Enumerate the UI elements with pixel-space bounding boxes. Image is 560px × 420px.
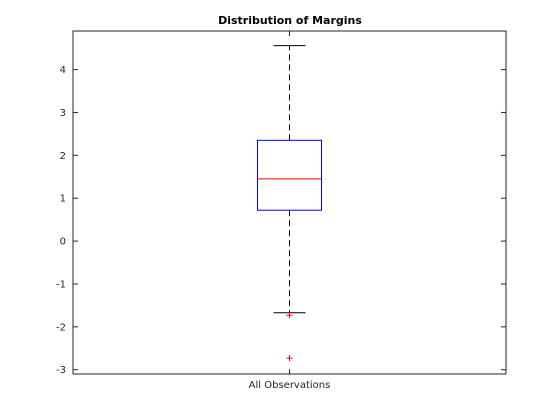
y-tick-label: 1 bbox=[60, 194, 66, 205]
y-tick-label: -1 bbox=[56, 279, 66, 290]
y-axis: -3 -2 -1 0 1 2 3 4 bbox=[56, 65, 506, 376]
box-group bbox=[257, 45, 322, 362]
plot-area-frame bbox=[72, 30, 507, 375]
x-axis: All Observations bbox=[249, 31, 331, 391]
outlier-point bbox=[286, 312, 293, 319]
box-series bbox=[257, 45, 322, 362]
y-tick-label: 3 bbox=[60, 108, 66, 119]
x-tick-label: All Observations bbox=[249, 380, 331, 391]
iqr-box bbox=[257, 139, 322, 211]
y-tick-label: -2 bbox=[56, 322, 66, 333]
y-tick-label: 0 bbox=[60, 237, 66, 248]
outlier-point bbox=[286, 355, 293, 362]
y-tick-label: 2 bbox=[60, 151, 66, 162]
y-tick-label: -3 bbox=[56, 365, 66, 376]
y-tick-label: 4 bbox=[60, 65, 66, 76]
chart-title: Distribution of Margins bbox=[218, 14, 362, 27]
